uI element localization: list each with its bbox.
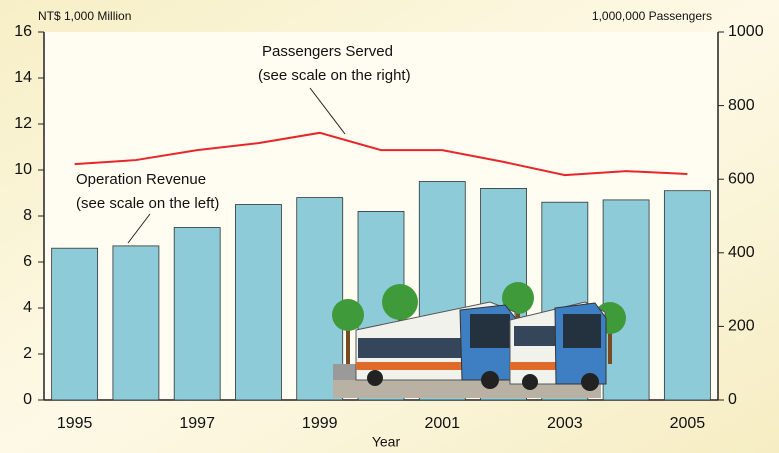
y-tick-label: 8 — [23, 207, 32, 224]
x-tick-label: 1999 — [302, 415, 338, 432]
annotation: (see scale on the right) — [258, 67, 411, 84]
bar — [51, 247, 99, 401]
y-tick-label: 12 — [14, 115, 32, 132]
bar — [602, 199, 650, 401]
y2-tick-label: 800 — [728, 97, 755, 114]
y-tick-label: 14 — [14, 69, 32, 86]
y-tick-label: 10 — [14, 161, 32, 178]
leader-line — [309, 87, 346, 135]
y-tick-label: 0 — [23, 391, 32, 408]
y2-tick-label: 1000 — [728, 23, 764, 40]
x-tick-label: 1995 — [57, 415, 93, 432]
y-tick-label: 6 — [23, 253, 32, 270]
bar — [235, 204, 282, 401]
y-tick-label: 2 — [23, 345, 32, 362]
x-tick-label: 2003 — [547, 415, 583, 432]
x-tick-label: 2001 — [424, 415, 460, 432]
y2-axis-title: 1,000,000 Passengers — [592, 9, 712, 23]
bar — [663, 190, 711, 401]
annotation: Passengers Served — [262, 43, 393, 60]
bus-illustration — [332, 282, 626, 398]
y2-tick-label: 0 — [728, 391, 737, 408]
x-axis-title: Year — [372, 434, 401, 450]
y2-tick-label: 400 — [728, 244, 755, 261]
y2-tick-label: 200 — [728, 318, 755, 335]
y2-tick-label: 600 — [728, 170, 755, 187]
x-tick-label: 1997 — [179, 415, 215, 432]
x-tick-label: 2005 — [670, 415, 706, 432]
line — [74, 131, 688, 177]
y-tick-label: 16 — [14, 23, 32, 40]
annotation: Operation Revenue — [76, 171, 206, 188]
bar — [173, 227, 221, 401]
y-tick-label: 4 — [23, 299, 32, 316]
y-axis-title: NT$ 1,000 Million — [38, 9, 131, 23]
leader-line — [127, 213, 151, 244]
bar — [112, 245, 160, 401]
annotation: (see scale on the left) — [76, 195, 219, 212]
